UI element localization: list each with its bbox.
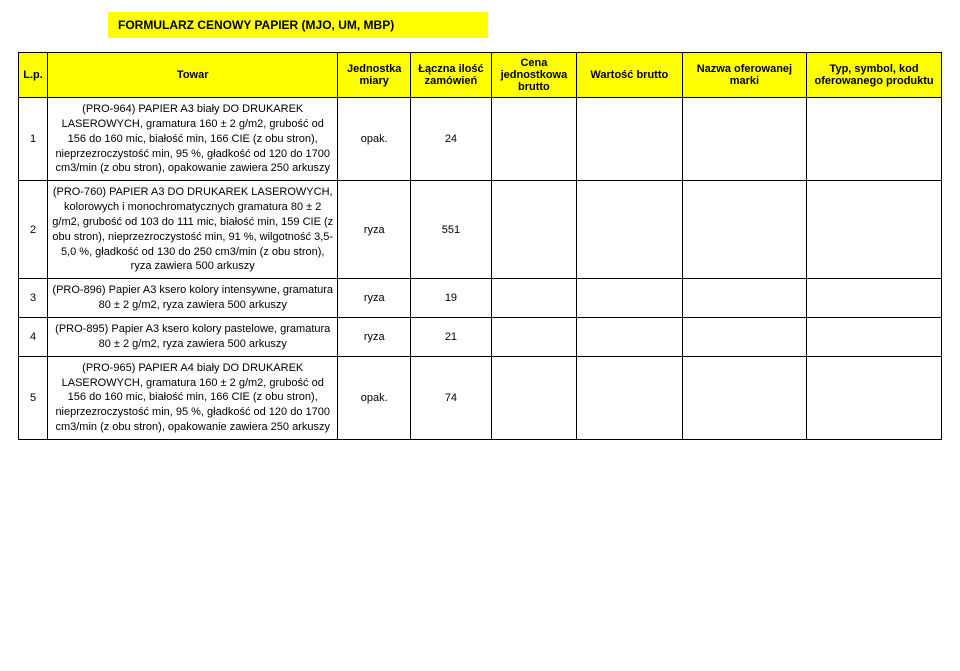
cell-lp: 4 bbox=[19, 317, 48, 356]
cell-marka bbox=[682, 356, 806, 439]
cell-qty: 21 bbox=[411, 317, 492, 356]
col-towar: Towar bbox=[48, 53, 338, 98]
cell-unit: opak. bbox=[338, 98, 411, 181]
cell-typ bbox=[807, 356, 942, 439]
cell-lp: 3 bbox=[19, 279, 48, 318]
cell-wartosc bbox=[576, 356, 682, 439]
col-ilosc: Łączna ilość zamówień bbox=[411, 53, 492, 98]
cell-desc: (PRO-896) Papier A3 ksero kolory intensy… bbox=[48, 279, 338, 318]
cell-unit: ryza bbox=[338, 317, 411, 356]
cell-typ bbox=[807, 98, 942, 181]
cell-desc: (PRO-964) PAPIER A3 biały DO DRUKAREK LA… bbox=[48, 98, 338, 181]
cell-lp: 1 bbox=[19, 98, 48, 181]
col-marka: Nazwa oferowanej marki bbox=[682, 53, 806, 98]
cell-lp: 5 bbox=[19, 356, 48, 439]
cell-cena bbox=[491, 98, 576, 181]
cell-typ bbox=[807, 317, 942, 356]
cell-unit: ryza bbox=[338, 279, 411, 318]
cell-cena bbox=[491, 356, 576, 439]
cell-qty: 19 bbox=[411, 279, 492, 318]
cell-wartosc bbox=[576, 181, 682, 279]
cell-unit: ryza bbox=[338, 181, 411, 279]
table-row: 1 (PRO-964) PAPIER A3 biały DO DRUKAREK … bbox=[19, 98, 942, 181]
cell-desc: (PRO-965) PAPIER A4 biały DO DRUKAREK LA… bbox=[48, 356, 338, 439]
col-lp: L.p. bbox=[19, 53, 48, 98]
col-typ: Typ, symbol, kod oferowanego produktu bbox=[807, 53, 942, 98]
cell-qty: 74 bbox=[411, 356, 492, 439]
cell-typ bbox=[807, 181, 942, 279]
cell-qty: 24 bbox=[411, 98, 492, 181]
cell-wartosc bbox=[576, 279, 682, 318]
table-row: 2 (PRO-760) PAPIER A3 DO DRUKAREK LASERO… bbox=[19, 181, 942, 279]
cell-marka bbox=[682, 279, 806, 318]
cell-marka bbox=[682, 317, 806, 356]
col-jednostka: Jednostka miary bbox=[338, 53, 411, 98]
col-wartosc: Wartość brutto bbox=[576, 53, 682, 98]
cell-desc: (PRO-760) PAPIER A3 DO DRUKAREK LASEROWY… bbox=[48, 181, 338, 279]
cell-unit: opak. bbox=[338, 356, 411, 439]
cell-qty: 551 bbox=[411, 181, 492, 279]
table-row: 5 (PRO-965) PAPIER A4 biały DO DRUKAREK … bbox=[19, 356, 942, 439]
col-cena: Cena jednostkowa brutto bbox=[491, 53, 576, 98]
form-title: FORMULARZ CENOWY PAPIER (MJO, UM, MBP) bbox=[108, 12, 488, 38]
cell-typ bbox=[807, 279, 942, 318]
cell-marka bbox=[682, 181, 806, 279]
cell-cena bbox=[491, 317, 576, 356]
price-table: L.p. Towar Jednostka miary Łączna ilość … bbox=[18, 52, 942, 440]
page: FORMULARZ CENOWY PAPIER (MJO, UM, MBP) L… bbox=[0, 0, 960, 460]
table-row: 3 (PRO-896) Papier A3 ksero kolory inten… bbox=[19, 279, 942, 318]
cell-marka bbox=[682, 98, 806, 181]
cell-cena bbox=[491, 279, 576, 318]
cell-desc: (PRO-895) Papier A3 ksero kolory pastelo… bbox=[48, 317, 338, 356]
cell-cena bbox=[491, 181, 576, 279]
cell-wartosc bbox=[576, 317, 682, 356]
table-header-row: L.p. Towar Jednostka miary Łączna ilość … bbox=[19, 53, 942, 98]
cell-wartosc bbox=[576, 98, 682, 181]
table-body: 1 (PRO-964) PAPIER A3 biały DO DRUKAREK … bbox=[19, 98, 942, 440]
table-row: 4 (PRO-895) Papier A3 ksero kolory paste… bbox=[19, 317, 942, 356]
cell-lp: 2 bbox=[19, 181, 48, 279]
